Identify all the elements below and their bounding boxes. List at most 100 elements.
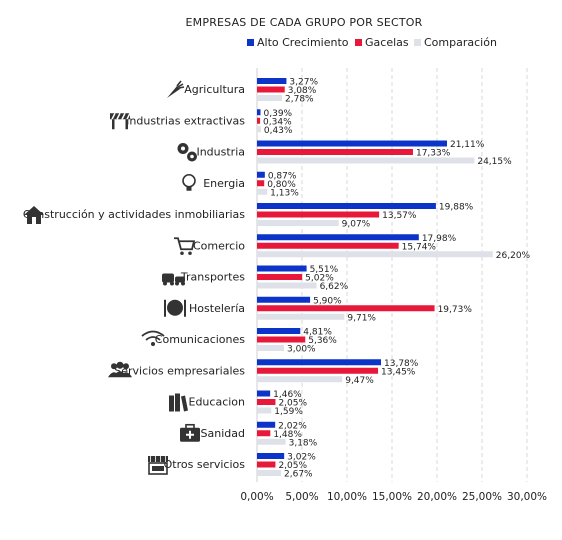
bar-5-1: [257, 242, 399, 249]
bar-value-label: 0,87%: [268, 171, 297, 181]
bar-4-1: [257, 211, 380, 218]
bar-value-label: 2,02%: [278, 421, 307, 431]
category-label: Industria: [196, 146, 245, 159]
bar-4-0: [257, 203, 436, 209]
category-label: Educacion: [189, 396, 246, 409]
legend-label-0: Alto Crecimiento: [257, 36, 349, 49]
bar-value-label: 5,90%: [313, 296, 342, 306]
books-icon: [169, 393, 188, 412]
category-label: Comercio: [193, 239, 245, 252]
bar-value-label: 17,98%: [422, 234, 457, 244]
x-tick-label: 25,00%: [462, 491, 502, 503]
bar-3-2: [257, 188, 268, 195]
bar-value-label: 0,43%: [264, 126, 293, 136]
bar-5-2: [257, 251, 493, 258]
bar-value-label: 15,74%: [402, 242, 437, 252]
plate-cutlery-icon: [164, 299, 186, 317]
legend: Alto Crecimiento Gacelas Comparación: [247, 36, 497, 49]
bar-1-2: [257, 126, 261, 133]
category-icons: [24, 80, 200, 475]
bar-6-2: [257, 282, 317, 289]
bar-6-1: [257, 274, 303, 280]
x-tick-label: 30,00%: [507, 491, 547, 503]
bar-10-1: [257, 399, 276, 405]
bar-value-label: 13,57%: [382, 211, 417, 221]
bar-9-0: [257, 359, 382, 366]
bar-value-label: 17,33%: [416, 149, 451, 159]
bar-value-label: 1,59%: [274, 407, 303, 417]
bar-value-label: 6,62%: [320, 282, 349, 292]
bar-value-label: 0,80%: [267, 180, 296, 190]
storefront-icon: [148, 456, 168, 475]
carrot-icon: [167, 80, 185, 98]
lightbulb-icon: [182, 173, 196, 191]
bar-8-0: [257, 328, 301, 334]
bar-8-1: [257, 336, 306, 343]
bar-7-1: [257, 305, 435, 312]
category-label: Servicios empresariales: [114, 364, 245, 377]
x-tick-label: 20,00%: [417, 491, 457, 503]
category-labels: Agricultura Industrias extractivas Industr…: [23, 83, 245, 471]
bar-value-label: 1,48%: [273, 430, 302, 440]
bar-value-label: 5,51%: [310, 265, 339, 275]
x-tick-label: 5,00%: [285, 491, 318, 503]
bar-4-2: [257, 220, 339, 226]
category-label: Otros servicios: [164, 458, 246, 471]
bar-1-1: [257, 117, 261, 124]
bar-value-label: 2,67%: [284, 470, 313, 480]
bar-11-2: [257, 438, 286, 445]
bar-value-label: 19,73%: [438, 305, 473, 315]
bar-11-0: [257, 421, 276, 428]
bar-value-label: 21,11%: [450, 140, 485, 150]
x-tick-label: 10,00%: [327, 491, 367, 503]
people-icon: [108, 361, 132, 378]
barrier-icon: [110, 112, 131, 130]
bar-8-2: [257, 345, 284, 351]
bar-value-label: 3,27%: [289, 78, 318, 88]
bar-9-1: [257, 367, 379, 374]
bar-value-label: 13,45%: [381, 367, 416, 377]
category-label: Agricultura: [184, 83, 245, 96]
bar-value-label: 3,02%: [287, 453, 316, 463]
bar-value-label: 1,46%: [273, 390, 302, 400]
category-label: Transportes: [180, 271, 245, 284]
bar-value-label: 2,05%: [278, 399, 307, 409]
wifi-icon: [141, 330, 165, 346]
category-label: Industrias extractivas: [126, 114, 245, 127]
bar-value-label: 9,07%: [342, 220, 371, 230]
bar-12-0: [257, 453, 285, 459]
category-label: Construcción y actividades inmobiliarias: [23, 208, 245, 221]
bar-7-0: [257, 296, 311, 303]
bar-9-2: [257, 376, 343, 383]
category-label: Energia: [203, 177, 245, 190]
bar-value-label: 5,36%: [308, 336, 337, 346]
legend-swatch-2: [414, 39, 421, 46]
bar-7-2: [257, 313, 345, 320]
legend-swatch-1: [355, 39, 362, 46]
category-label: Sanidad: [201, 427, 245, 440]
bar-2-0: [257, 140, 447, 147]
bar-0-1: [257, 86, 285, 93]
bar-10-2: [257, 407, 272, 414]
bar-3-0: [257, 171, 265, 178]
bar-value-label: 24,15%: [477, 157, 512, 167]
bar-value-label: 3,00%: [287, 345, 316, 355]
bar-11-1: [257, 430, 271, 437]
bar-value-label: 1,13%: [270, 188, 299, 198]
bar-value-label: 0,34%: [263, 117, 292, 127]
x-tick-label: 0,00%: [240, 491, 273, 503]
bar-12-2: [257, 470, 282, 476]
bar-2-2: [257, 157, 475, 164]
bar-value-label: 26,20%: [496, 251, 531, 261]
shopping-cart-icon: [174, 237, 196, 256]
bar-5-0: [257, 234, 419, 241]
x-tick-label: 15,00%: [372, 491, 412, 503]
bar-0-2: [257, 95, 283, 101]
bar-1-0: [257, 109, 261, 116]
legend-label-1: Gacelas: [365, 36, 409, 49]
bar-10-0: [257, 390, 271, 397]
bar-0-0: [257, 78, 287, 84]
x-axis: 0,00% 5,00% 10,00% 15,00% 20,00% 25,00% 30,00%: [240, 491, 547, 503]
bar-2-1: [257, 149, 413, 155]
